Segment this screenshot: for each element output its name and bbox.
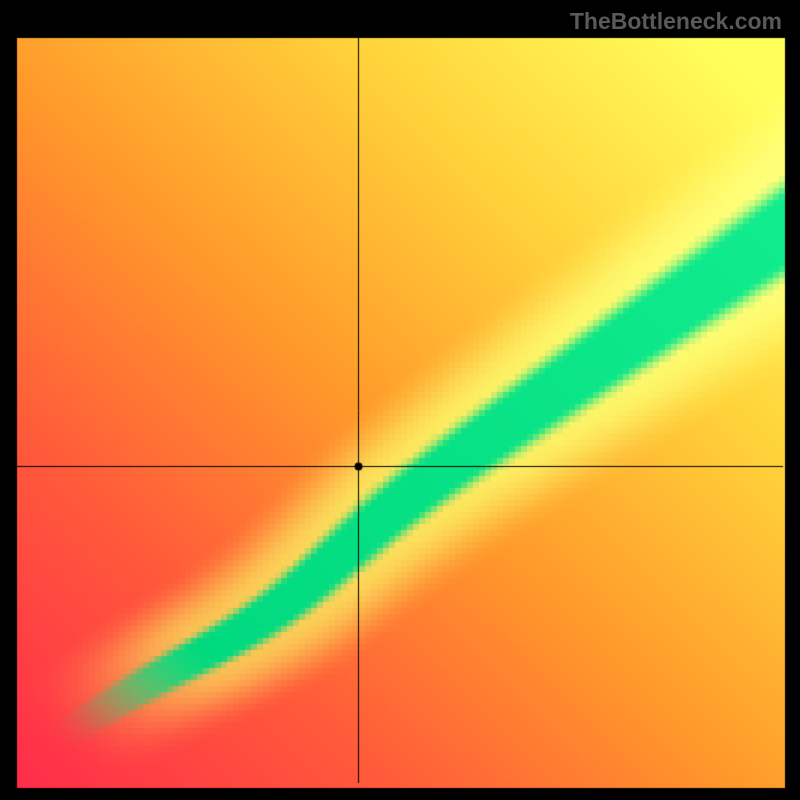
- chart-container: TheBottleneck.com: [0, 0, 800, 800]
- bottleneck-heatmap: [0, 0, 800, 800]
- watermark-text: TheBottleneck.com: [570, 8, 782, 35]
